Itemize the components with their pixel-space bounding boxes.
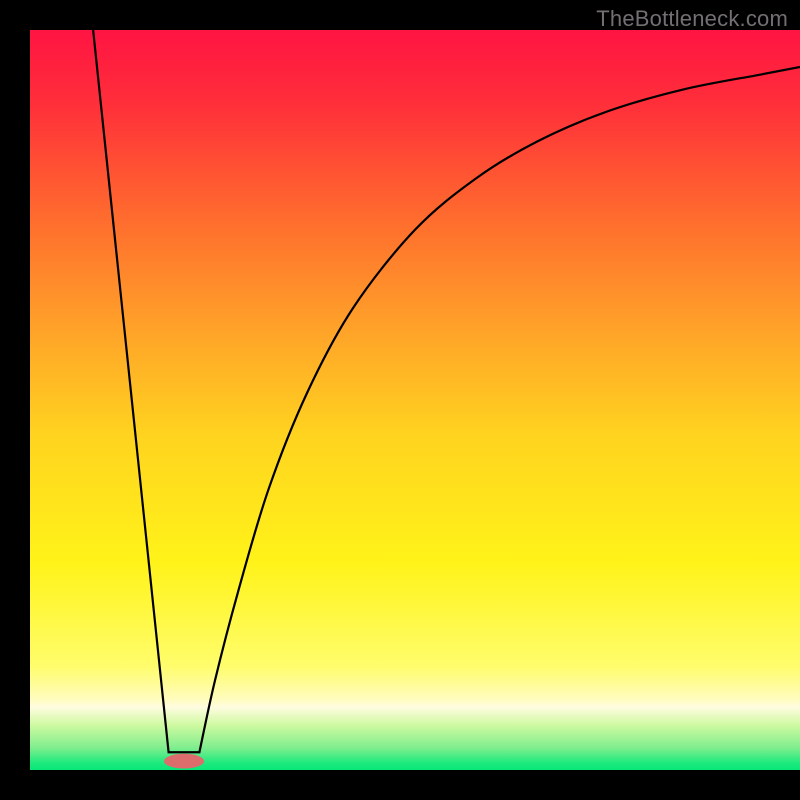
minimum-marker: [164, 754, 204, 769]
plot-background: [30, 30, 800, 770]
chart-container: [0, 0, 800, 800]
attribution-label: TheBottleneck.com: [596, 6, 788, 32]
chart-svg: [0, 0, 800, 800]
